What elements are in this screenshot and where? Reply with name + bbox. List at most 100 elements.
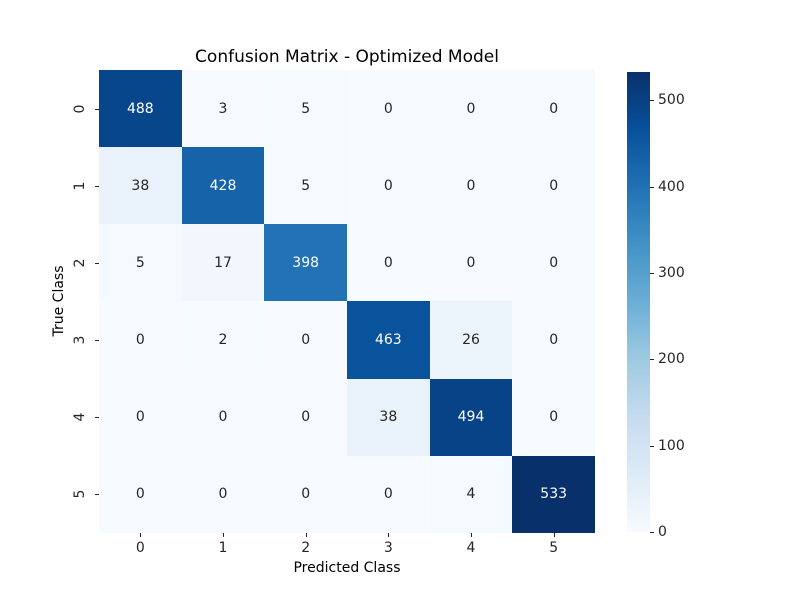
heatmap-cell-r5-c4: 4 — [429, 455, 513, 533]
x-tick-mark — [553, 533, 555, 537]
heatmap-cell-r1-c5: 0 — [512, 147, 595, 225]
heatmap-cell-r2-c0: 5 — [99, 224, 182, 302]
heatmap-cell-r1-c3: 0 — [346, 147, 430, 225]
heatmap-cell-r3-c1: 2 — [181, 301, 265, 379]
cell-value: 0 — [383, 486, 393, 503]
cell-value: 0 — [135, 409, 145, 426]
x-tick-label-0: 0 — [135, 540, 145, 556]
y-tick-mark — [95, 185, 99, 187]
x-tick-mark — [388, 533, 390, 537]
cell-value: 0 — [466, 100, 476, 117]
heatmap-cell-r0-c1: 3 — [181, 70, 265, 148]
colorbar-tick-label-200: 200 — [658, 351, 685, 368]
y-tick-mark — [95, 494, 99, 496]
x-tick-label-1: 1 — [218, 540, 228, 556]
cell-value: 0 — [549, 409, 559, 426]
cell-value: 0 — [549, 332, 559, 349]
x-tick-label-5: 5 — [549, 540, 559, 556]
heatmap-cell-r2-c4: 0 — [429, 224, 513, 302]
cell-value: 428 — [209, 177, 237, 194]
cell-value: 0 — [466, 254, 476, 271]
cell-value: 0 — [301, 486, 311, 503]
heatmap-cell-r3-c2: 0 — [264, 301, 347, 379]
y-tick-mark — [95, 108, 99, 110]
colorbar-tick-mark — [650, 532, 654, 533]
heatmap-cell-r4-c5: 0 — [512, 378, 595, 456]
y-tick-mark — [95, 417, 99, 419]
cell-value: 26 — [462, 332, 480, 349]
heatmap-cell-r1-c2: 5 — [264, 147, 347, 225]
colorbar-tick-mark — [650, 100, 654, 102]
heatmap-cell-r3-c0: 0 — [99, 301, 182, 379]
heatmap-cell-r5-c3: 0 — [346, 455, 430, 533]
cell-value: 0 — [218, 486, 228, 503]
heatmap-cell-r2-c3: 0 — [346, 224, 430, 302]
colorbar-tick-label-0: 0 — [658, 524, 667, 540]
cell-value: 17 — [214, 254, 232, 271]
cell-value: 0 — [383, 254, 393, 271]
cell-value: 2 — [218, 332, 228, 349]
colorbar-tick-mark — [650, 186, 654, 188]
cell-value: 5 — [301, 177, 311, 194]
y-tick-label-1: 1 — [72, 181, 88, 191]
cell-value: 0 — [549, 177, 559, 194]
y-tick-label-5: 5 — [72, 489, 88, 499]
cell-value: 3 — [218, 100, 228, 117]
heatmap-cell-r4-c3: 38 — [346, 378, 430, 456]
heatmap-cell-r3-c3: 463 — [346, 301, 430, 379]
cell-value: 0 — [549, 254, 559, 271]
heatmap-grid: 488 3 5 0 0 0 38 428 5 0 0 0 5 17 398 0 0 0 0 2 0 463 26 0 0 0 0 38… — [99, 70, 595, 533]
chart-title: Confusion Matrix - Optimized Model — [195, 47, 499, 67]
x-tick-mark — [140, 533, 142, 537]
cell-value: 398 — [292, 254, 320, 271]
x-tick-label-2: 2 — [301, 540, 311, 556]
heatmap-cell-r2-c5: 0 — [512, 224, 595, 302]
colorbar-tick-label-400: 400 — [658, 178, 685, 195]
colorbar-tick-mark — [650, 445, 654, 447]
heatmap-cell-r4-c0: 0 — [99, 378, 182, 456]
heatmap-cell-r0-c5: 0 — [512, 70, 595, 148]
x-axis-label: Predicted Class — [293, 560, 401, 576]
cell-value: 4 — [466, 486, 476, 503]
heatmap-cell-r4-c2: 0 — [264, 378, 347, 456]
cell-value: 0 — [383, 100, 393, 117]
heatmap-cell-r5-c2: 0 — [264, 455, 347, 533]
heatmap-cell-r4-c1: 0 — [181, 378, 265, 456]
heatmap-cell-r3-c4: 26 — [429, 301, 513, 379]
cell-value: 38 — [131, 177, 150, 194]
colorbar-tick-mark — [650, 273, 654, 275]
x-tick-mark — [305, 533, 307, 537]
y-tick-label-0: 0 — [72, 104, 88, 114]
heatmap-cell-r3-c5: 0 — [512, 301, 595, 379]
y-tick-label-2: 2 — [72, 258, 88, 268]
y-axis-label: True Class — [51, 265, 67, 337]
cell-value: 0 — [301, 332, 311, 349]
y-tick-mark — [95, 262, 99, 264]
heatmap-cell-r0-c4: 0 — [429, 70, 513, 148]
cell-value: 5 — [135, 254, 145, 271]
heatmap-cell-r1-c1: 428 — [181, 147, 265, 225]
heatmap-cell-r2-c2: 398 — [264, 224, 347, 302]
x-tick-mark — [471, 533, 472, 537]
x-tick-label-3: 3 — [383, 540, 393, 556]
heatmap-cell-r1-c0: 38 — [99, 147, 182, 225]
y-tick-label-3: 3 — [72, 335, 88, 345]
heatmap-cell-r5-c5: 533 — [512, 455, 595, 533]
cell-value: 5 — [301, 100, 311, 117]
cell-value: 0 — [135, 486, 145, 503]
heatmap-cell-r5-c0: 0 — [99, 455, 182, 533]
cell-value: 0 — [549, 100, 559, 117]
cell-value: 533 — [540, 486, 568, 503]
cell-value: 0 — [466, 177, 476, 194]
colorbar-tick-label-500: 500 — [658, 92, 685, 109]
cell-value: 0 — [218, 409, 228, 426]
heatmap-cell-r1-c4: 0 — [429, 147, 513, 225]
cell-value: 38 — [379, 409, 398, 426]
cell-value: 0 — [301, 409, 311, 426]
cell-value: 0 — [383, 177, 393, 194]
colorbar — [627, 72, 650, 532]
heatmap-cell-r5-c1: 0 — [181, 455, 265, 533]
cell-value: 494 — [457, 409, 485, 426]
heatmap-cell-r0-c3: 0 — [346, 70, 430, 148]
